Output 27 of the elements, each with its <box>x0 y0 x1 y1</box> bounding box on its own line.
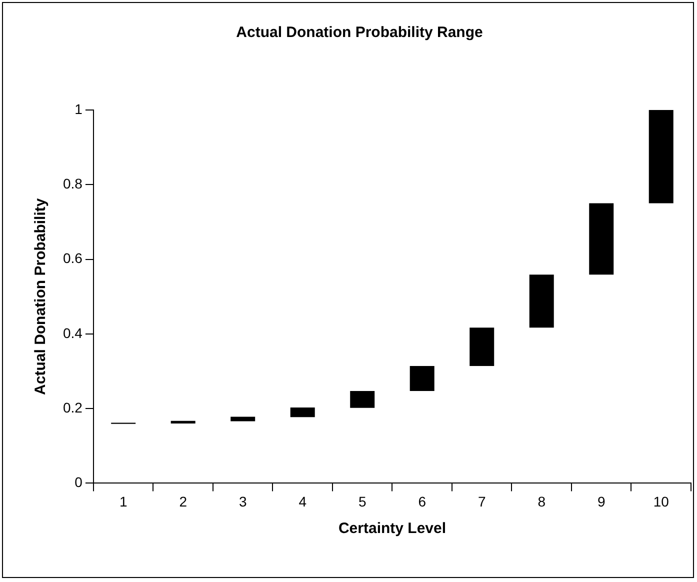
x-tick-label: 1 <box>119 493 128 510</box>
y-tick-label: 0.8 <box>62 176 83 192</box>
x-tick-label: 10 <box>653 493 670 510</box>
y-axis-title: Actual Donation Probability <box>32 198 50 395</box>
bar <box>470 328 494 366</box>
x-tick-label: 3 <box>238 493 247 510</box>
bar <box>529 274 554 328</box>
chart-title: Actual Donation Probability Range <box>236 24 483 42</box>
bar <box>410 366 434 392</box>
bar <box>589 203 614 275</box>
y-tick-label: 0 <box>74 474 83 490</box>
bar <box>350 391 375 408</box>
x-tick-label: 9 <box>597 493 606 510</box>
x-tick-label: 2 <box>179 493 188 510</box>
bar <box>170 420 196 424</box>
y-tick-label: 1 <box>74 100 83 117</box>
bar <box>290 407 315 418</box>
bar <box>648 110 674 204</box>
x-tick-label: 5 <box>358 493 366 510</box>
x-tick-label: 7 <box>478 493 486 510</box>
y-tick-label: 0.4 <box>62 324 83 341</box>
y-tick-label: 0.2 <box>62 399 83 416</box>
x-tick-label: 8 <box>538 493 546 510</box>
x-axis-title: Certainty Level <box>338 520 446 538</box>
x-tick-label: 6 <box>418 493 426 510</box>
x-tick-label: 4 <box>298 493 307 510</box>
y-tick-label: 0.6 <box>62 250 83 266</box>
